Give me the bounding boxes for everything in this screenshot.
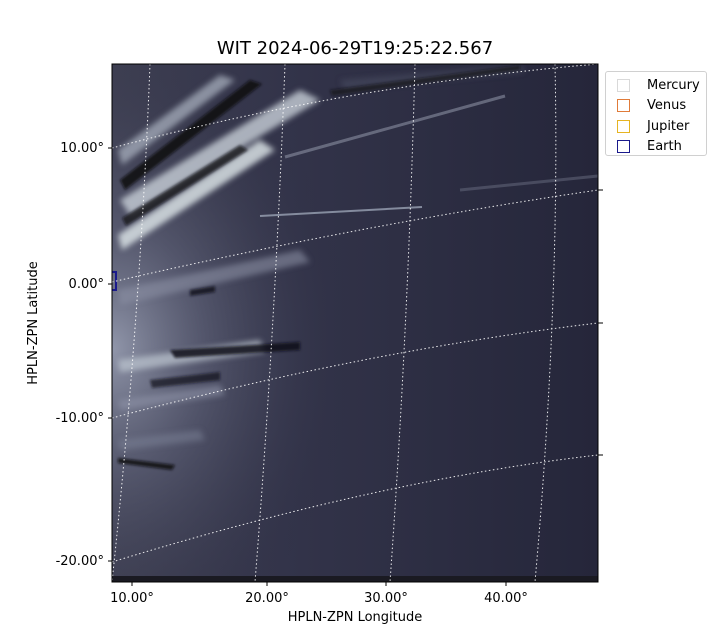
legend-swatch-earth [617, 140, 630, 154]
y-tick-label-3: -20.00° [56, 554, 104, 569]
star-trails [259, 94, 598, 217]
y-tick-label-2: -10.00° [56, 411, 104, 426]
dark-lanes [118, 65, 520, 470]
coordinate-grid [112, 64, 598, 582]
legend: Mercury Venus Jupiter Earth [605, 71, 707, 156]
x-tick-label-3: 40.00° [484, 591, 528, 606]
grid-lat-10 [112, 64, 598, 149]
tick-marks [108, 147, 603, 586]
grid-lat-m10 [112, 322, 598, 419]
legend-item-mercury: Mercury [606, 75, 706, 96]
grid-lon-30 [389, 64, 416, 582]
y-tick-label-0: 10.00° [60, 141, 104, 156]
legend-label-jupiter: Jupiter [647, 118, 690, 134]
legend-label-venus: Venus [647, 98, 687, 114]
legend-label-earth: Earth [647, 139, 682, 155]
grid-lon-20 [254, 64, 286, 582]
legend-label-mercury: Mercury [647, 77, 700, 93]
streamer-features [118, 65, 525, 450]
legend-item-venus: Venus [606, 96, 706, 117]
legend-swatch-venus [617, 99, 630, 113]
x-tick-label-2: 30.00° [364, 591, 408, 606]
legend-swatch-jupiter [617, 119, 630, 133]
x-tick-label-1: 20.00° [245, 591, 289, 606]
x-tick-label-0: 10.00° [110, 591, 154, 606]
y-axis-label: HPLN-ZPN Latitude [26, 261, 41, 384]
grid-lat-m20 [112, 454, 598, 563]
chart-title: WIT 2024-06-29T19:25:22.567 [216, 38, 494, 59]
legend-swatch-mercury [617, 78, 630, 92]
heliospheric-image [112, 64, 598, 582]
y-tick-label-1: 0.00° [69, 277, 104, 292]
legend-item-jupiter: Jupiter [606, 116, 706, 137]
image-bottom-edge [112, 576, 598, 582]
legend-item-earth: Earth [606, 137, 706, 158]
grid-lat-0 [112, 189, 598, 283]
x-axis-label: HPLN-ZPN Longitude [288, 610, 423, 625]
